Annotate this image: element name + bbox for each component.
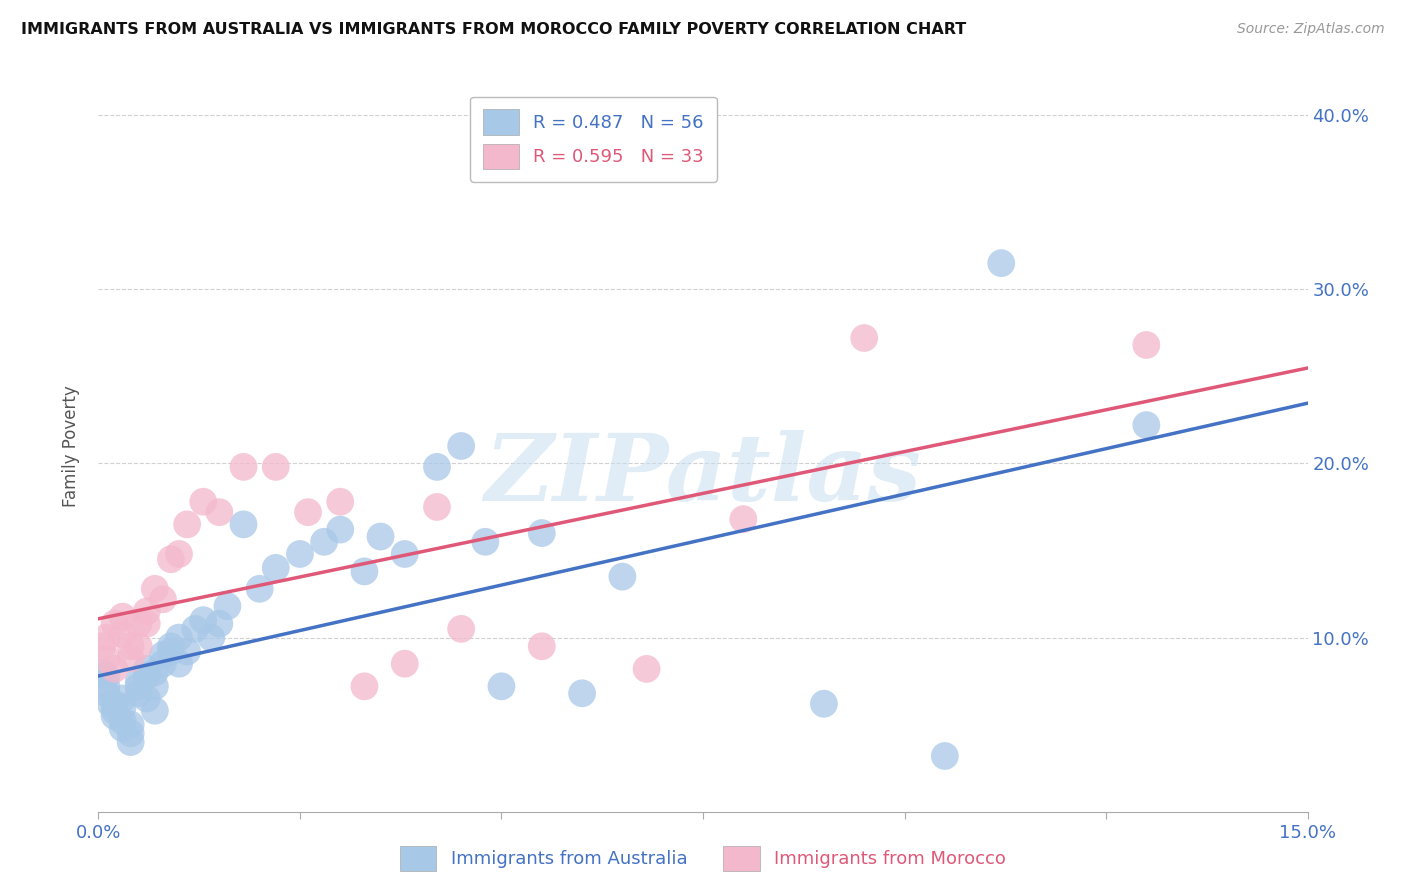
Point	[353, 565, 375, 579]
Point	[450, 439, 472, 453]
Point	[176, 644, 198, 658]
Point	[176, 517, 198, 532]
Point	[143, 704, 166, 718]
Point	[120, 735, 142, 749]
Point	[96, 651, 118, 665]
Point	[426, 459, 449, 474]
Point	[111, 609, 134, 624]
Point	[733, 512, 755, 526]
Point	[208, 505, 231, 519]
Point	[128, 679, 150, 693]
Point	[990, 256, 1012, 270]
Point	[135, 616, 157, 631]
Point	[152, 648, 174, 662]
Point	[100, 697, 122, 711]
Point	[288, 547, 311, 561]
Point	[103, 697, 125, 711]
Point	[264, 561, 287, 575]
Point	[120, 651, 142, 665]
Point	[264, 459, 287, 474]
Text: Source: ZipAtlas.com: Source: ZipAtlas.com	[1237, 22, 1385, 37]
Point	[160, 552, 183, 566]
Point	[135, 604, 157, 618]
Point	[394, 657, 416, 671]
Point	[160, 640, 183, 654]
Point	[111, 700, 134, 714]
Point	[128, 640, 150, 654]
Y-axis label: Family Poverty: Family Poverty	[62, 385, 80, 507]
Point	[120, 726, 142, 740]
Point	[934, 749, 956, 764]
Point	[103, 662, 125, 676]
Point	[426, 500, 449, 514]
Point	[232, 459, 254, 474]
Point	[353, 679, 375, 693]
Text: ZIPatlas: ZIPatlas	[485, 430, 921, 520]
Point	[474, 534, 496, 549]
Point	[297, 505, 319, 519]
Point	[193, 494, 215, 508]
Point	[530, 526, 553, 541]
Point	[167, 631, 190, 645]
Point	[135, 691, 157, 706]
Point	[120, 640, 142, 654]
Point	[128, 686, 150, 700]
Point	[143, 665, 166, 680]
Point	[91, 640, 114, 654]
Point	[491, 679, 513, 693]
Point	[152, 592, 174, 607]
Point	[249, 582, 271, 596]
Point	[96, 679, 118, 693]
Point	[103, 616, 125, 631]
Point	[135, 669, 157, 683]
Point	[1135, 338, 1157, 352]
Point	[1135, 418, 1157, 433]
Point	[853, 331, 876, 345]
Point	[120, 717, 142, 731]
Point	[530, 640, 553, 654]
Point	[128, 674, 150, 689]
Legend: Immigrants from Australia, Immigrants from Morocco: Immigrants from Australia, Immigrants fr…	[392, 838, 1014, 879]
Point	[167, 657, 190, 671]
Point	[152, 657, 174, 671]
Point	[329, 494, 352, 508]
Point	[571, 686, 593, 700]
Point	[160, 644, 183, 658]
Point	[96, 686, 118, 700]
Point	[612, 569, 634, 583]
Point	[394, 547, 416, 561]
Point	[103, 709, 125, 723]
Point	[217, 599, 239, 614]
Point	[103, 704, 125, 718]
Point	[184, 622, 207, 636]
Point	[813, 697, 835, 711]
Point	[200, 631, 222, 645]
Text: IMMIGRANTS FROM AUSTRALIA VS IMMIGRANTS FROM MOROCCO FAMILY POVERTY CORRELATION : IMMIGRANTS FROM AUSTRALIA VS IMMIGRANTS …	[21, 22, 966, 37]
Point	[143, 582, 166, 596]
Point	[128, 616, 150, 631]
Point	[91, 665, 114, 680]
Point	[167, 547, 190, 561]
Point	[636, 662, 658, 676]
Point	[450, 622, 472, 636]
Point	[232, 517, 254, 532]
Point	[96, 669, 118, 683]
Point	[96, 631, 118, 645]
Point	[370, 530, 392, 544]
Point	[135, 662, 157, 676]
Point	[193, 613, 215, 627]
Point	[208, 616, 231, 631]
Point	[329, 523, 352, 537]
Legend: R = 0.487   N = 56, R = 0.595   N = 33: R = 0.487 N = 56, R = 0.595 N = 33	[470, 96, 717, 182]
Point	[111, 627, 134, 641]
Point	[314, 534, 336, 549]
Point	[111, 691, 134, 706]
Point	[111, 721, 134, 735]
Point	[143, 679, 166, 693]
Point	[111, 714, 134, 728]
